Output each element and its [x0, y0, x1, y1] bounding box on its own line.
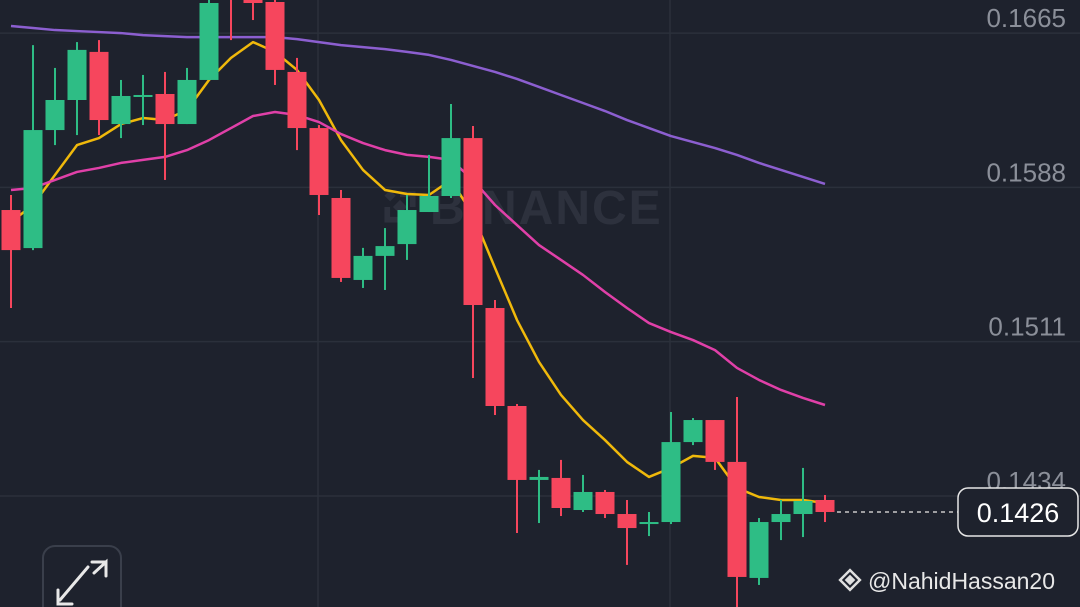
expand-button[interactable] [42, 545, 122, 607]
candle-body [199, 3, 219, 80]
y-tick-label: 0.1665 [986, 3, 1066, 33]
candle-body [375, 246, 395, 256]
candle-body [551, 477, 571, 509]
expand-button-frame[interactable] [42, 545, 122, 607]
candle-body [485, 308, 505, 407]
expand-icon [56, 558, 108, 606]
candle-body [177, 79, 197, 125]
candle-body [111, 95, 131, 125]
candle-body [287, 71, 307, 129]
candle-body [265, 2, 285, 70]
candles [1, 0, 835, 607]
candle-body [529, 476, 549, 480]
candle-body [573, 491, 593, 511]
candle-body [397, 210, 417, 245]
candle-body [815, 499, 835, 513]
candle-body [133, 94, 153, 97]
moving-average-line [10, 40, 826, 505]
moving-averages [10, 24, 826, 505]
candle-body [617, 514, 637, 529]
last-price-label: 0.1426 [977, 498, 1060, 528]
credit: @NahidHassan20 [838, 568, 1055, 594]
last-price: 0.1426 [837, 487, 1079, 537]
y-tick-label: 0.1511 [988, 312, 1066, 342]
credit-text: @NahidHassan20 [868, 568, 1055, 594]
candle-body [45, 99, 65, 131]
candle-body [705, 420, 725, 462]
y-tick-label: 0.1588 [986, 157, 1066, 187]
credit-logo [838, 568, 862, 592]
candle-body [793, 500, 813, 515]
candle-body [683, 420, 703, 443]
candle-body [441, 138, 461, 196]
candle-body [155, 93, 175, 125]
candle-body [1, 210, 21, 251]
candle-body [23, 130, 43, 249]
candle-body [639, 522, 659, 525]
candle-body [243, 0, 263, 4]
candle-body [463, 138, 483, 306]
candle-body [749, 522, 769, 578]
candle-body [419, 195, 439, 213]
candle-body [727, 461, 747, 577]
candle-body [309, 128, 329, 195]
moving-average-line [10, 110, 826, 407]
candle-body [507, 406, 527, 480]
candle-body [67, 49, 87, 100]
last-price-box [957, 487, 1079, 537]
candle-body [771, 514, 791, 523]
candle-body [353, 255, 373, 280]
candle-body [595, 491, 615, 515]
candle-body [331, 197, 351, 278]
moving-average-line [10, 24, 826, 186]
candle-body [89, 51, 109, 121]
candle-body [661, 442, 681, 523]
